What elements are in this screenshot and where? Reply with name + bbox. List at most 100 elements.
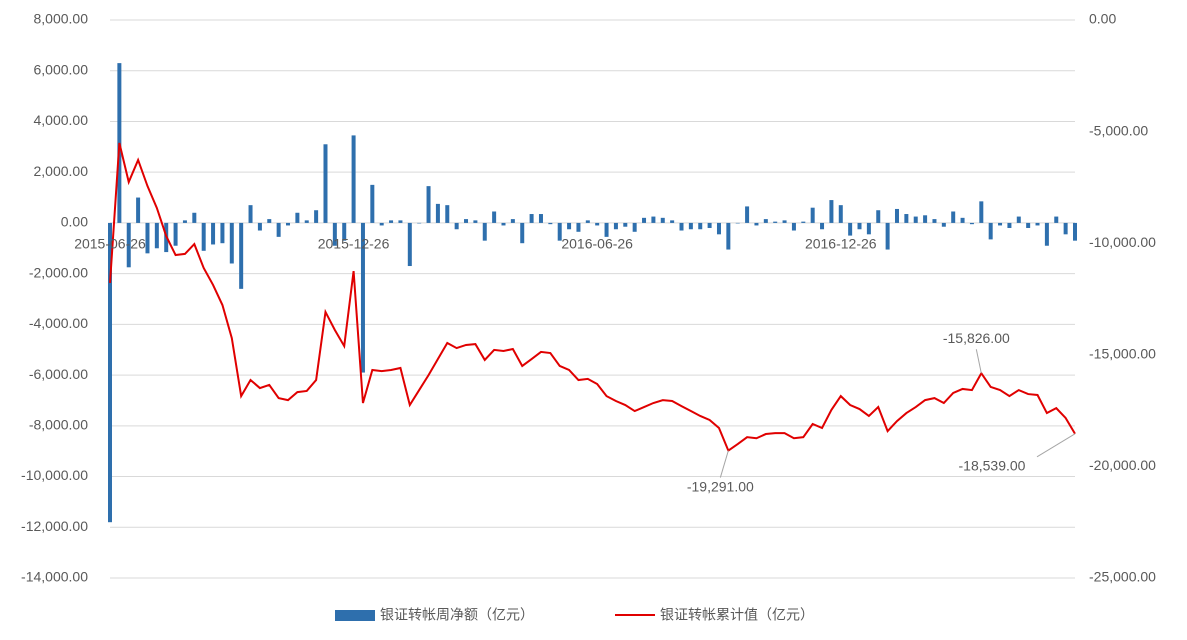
bar (295, 212, 300, 223)
bar (810, 207, 815, 223)
bar (595, 222, 600, 226)
bar (651, 216, 656, 223)
legend-swatch (335, 610, 375, 621)
y-tick-label: -2,000.00 (29, 264, 88, 280)
bar (735, 222, 740, 224)
bar (426, 186, 431, 223)
x-tick-label: 2016-06-26 (561, 236, 633, 252)
bar (848, 222, 853, 236)
bar (567, 222, 572, 230)
bar (407, 222, 412, 267)
bar (1016, 216, 1021, 223)
bar (229, 222, 234, 264)
bar (192, 212, 197, 223)
leader-line (975, 349, 982, 374)
bar (211, 222, 216, 245)
bar (304, 220, 309, 223)
bar (482, 222, 487, 241)
bar (398, 220, 403, 223)
leader-line (719, 450, 729, 478)
bar (417, 222, 422, 224)
y2-tick-label: 0.00 (1089, 11, 1116, 27)
bar (1063, 222, 1068, 235)
bar (576, 222, 581, 232)
bar (173, 222, 178, 246)
bar (145, 222, 150, 254)
y2-tick-label: -15,000.00 (1089, 346, 1156, 362)
legend-label: 银证转帐累计值（亿元） (660, 607, 814, 623)
bar (108, 222, 112, 523)
y-tick-label: -8,000.00 (29, 417, 88, 433)
bar (782, 220, 787, 223)
bar (866, 222, 871, 235)
x-tick-label: 2016-12-26 (805, 236, 877, 252)
bar (941, 222, 946, 227)
bar (1007, 222, 1012, 228)
bar (585, 220, 590, 223)
bar (745, 206, 750, 223)
bar (979, 201, 984, 223)
bar (267, 219, 272, 223)
bar (473, 220, 478, 223)
bar (998, 222, 1003, 226)
bar (379, 222, 384, 226)
bar (988, 222, 993, 240)
bar (454, 222, 459, 230)
bar (932, 219, 937, 223)
bar (857, 222, 862, 230)
data-label: -19,291.00 (687, 478, 754, 494)
bar (904, 214, 909, 223)
bar (248, 205, 253, 223)
y-tick-label: -12,000.00 (21, 518, 88, 534)
y-tick-label: 4,000.00 (34, 112, 89, 128)
y2-tick-label: -10,000.00 (1089, 234, 1156, 250)
bar (548, 222, 553, 225)
bar (688, 222, 693, 230)
bar (679, 222, 684, 231)
bar (314, 210, 319, 223)
y2-tick-label: -25,000.00 (1089, 569, 1156, 585)
bar (126, 222, 131, 268)
bar (829, 200, 834, 223)
bar (538, 214, 543, 223)
x-tick-label: 2015-06-26 (74, 236, 146, 252)
bar (960, 217, 965, 223)
y-tick-label: -4,000.00 (29, 315, 88, 331)
bar (820, 222, 825, 230)
bar (445, 205, 450, 223)
bar (726, 222, 731, 250)
bar (801, 221, 806, 223)
bar (773, 221, 778, 223)
bar (754, 222, 759, 226)
legend-item: 银证转帐周净额（亿元） (335, 607, 534, 623)
data-label: -15,826.00 (943, 330, 1010, 346)
bar (182, 220, 187, 223)
y2-tick-label: -20,000.00 (1089, 457, 1156, 473)
y2-tick-label: -5,000.00 (1089, 122, 1148, 138)
bar (154, 222, 159, 249)
bar (1035, 222, 1040, 226)
bar (642, 217, 647, 223)
bar (969, 222, 974, 225)
bar (332, 222, 337, 246)
bar (913, 216, 918, 223)
bar (220, 222, 225, 244)
bar (360, 222, 365, 373)
bar (510, 219, 515, 223)
bar (763, 219, 768, 223)
y-tick-label: -14,000.00 (21, 569, 88, 585)
bar (529, 214, 534, 223)
bar (1044, 222, 1049, 246)
bar (276, 222, 281, 237)
bar (286, 222, 291, 226)
bar (923, 215, 928, 223)
bar (951, 211, 956, 223)
y-tick-label: -10,000.00 (21, 467, 88, 483)
bar (136, 197, 141, 223)
bar (351, 135, 356, 223)
bar (257, 222, 262, 231)
legend-item: 银证转帐累计值（亿元） (615, 607, 814, 623)
bar (613, 222, 618, 230)
bar (1073, 222, 1077, 241)
bar (201, 222, 206, 251)
